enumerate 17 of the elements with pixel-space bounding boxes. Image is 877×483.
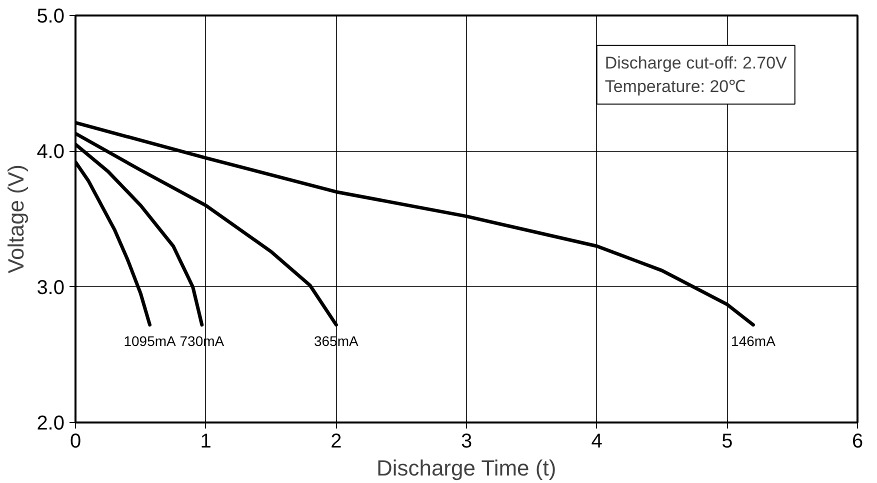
x-tick-label: 4	[591, 430, 602, 452]
y-tick-label: 2.0	[36, 412, 65, 434]
series-label: 1095mA	[124, 332, 177, 349]
y-tick-label: 3.0	[36, 276, 65, 299]
series-label: 146mA	[731, 332, 776, 349]
y-tick-label: 5.0	[36, 6, 65, 28]
x-axis-title: Discharge Time (t)	[376, 456, 556, 480]
annotation: Discharge cut-off: 2.70V	[604, 53, 788, 72]
x-tick-label: 6	[852, 430, 864, 452]
y-tick-label: 4.0	[36, 141, 65, 164]
x-tick-label: 5	[722, 430, 733, 452]
x-tick-label: 3	[460, 430, 472, 452]
x-tick-label: 0	[70, 430, 82, 452]
x-tick-label: 1	[200, 430, 212, 452]
y-axis-title: Voltage (V)	[4, 164, 29, 274]
annotation: Temperature: 20℃	[604, 77, 746, 96]
x-tick-label: 2	[330, 430, 342, 452]
